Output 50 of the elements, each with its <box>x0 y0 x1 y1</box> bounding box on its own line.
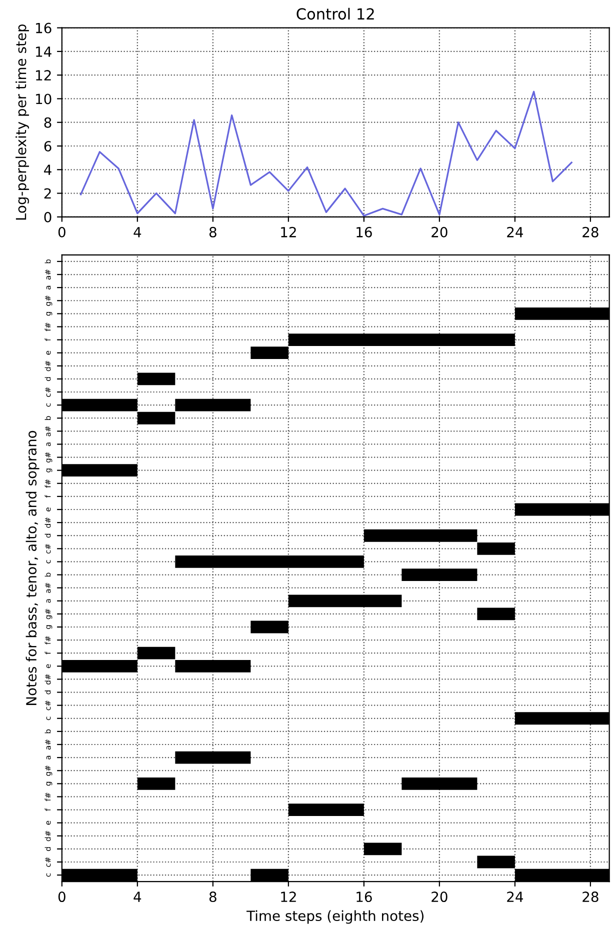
bar <box>250 346 288 360</box>
y-axis-title: Log-perplexity per time step <box>16 24 29 220</box>
x-tick-label: 12 <box>281 226 296 238</box>
x-tick-label: 16 <box>356 226 372 238</box>
bar <box>288 594 402 608</box>
line-series <box>80 90 572 217</box>
y-tick-label: 14 <box>36 46 52 57</box>
bar <box>402 568 478 581</box>
y-tick-label: 8 <box>44 117 52 128</box>
x-tick-label: 20 <box>432 892 448 902</box>
bar <box>402 777 478 790</box>
x-axis-title: Time steps (eighth notes) <box>246 910 424 924</box>
bar <box>250 620 288 634</box>
x-tick-label: 0 <box>58 226 66 238</box>
y-tick-label: 2 <box>44 188 51 199</box>
bar <box>137 646 176 660</box>
x-tick-label: 24 <box>507 892 523 902</box>
bar <box>364 529 478 542</box>
x-tick-label: 4 <box>134 892 142 902</box>
bar <box>288 804 364 816</box>
bar <box>477 608 515 620</box>
x-tick-label: 28 <box>582 226 598 238</box>
bar <box>364 842 402 856</box>
y-tick-label: 10 <box>36 94 52 104</box>
y-tick-label: 16 <box>36 22 52 34</box>
bar <box>137 372 176 386</box>
bar <box>137 412 176 424</box>
x-tick-label: 4 <box>134 227 142 238</box>
bar <box>175 398 251 412</box>
y-axis-title: Notes for bass, tenor, alto, and soprano <box>26 430 40 706</box>
x-tick-label: 28 <box>582 892 598 902</box>
bar <box>477 542 515 555</box>
bar <box>175 751 251 764</box>
x-tick-label: 24 <box>507 226 523 238</box>
y-tick-label: 4 <box>44 164 52 175</box>
x-tick-label: 12 <box>281 892 296 902</box>
y-tick-label: 12 <box>36 70 51 80</box>
y-tick-label: 6 <box>44 140 52 152</box>
bar <box>477 856 515 868</box>
chart-title: Control 12 <box>296 8 374 20</box>
bar <box>137 777 176 790</box>
bar <box>288 334 515 346</box>
x-tick-label: 8 <box>209 892 216 902</box>
y-tick-label: 0 <box>44 212 52 222</box>
x-tick-label: 0 <box>58 892 66 902</box>
bar <box>175 556 364 568</box>
x-tick-label: 16 <box>356 892 372 902</box>
bar <box>175 660 251 672</box>
x-tick-label: 20 <box>432 226 448 238</box>
x-tick-label: 8 <box>209 226 216 238</box>
